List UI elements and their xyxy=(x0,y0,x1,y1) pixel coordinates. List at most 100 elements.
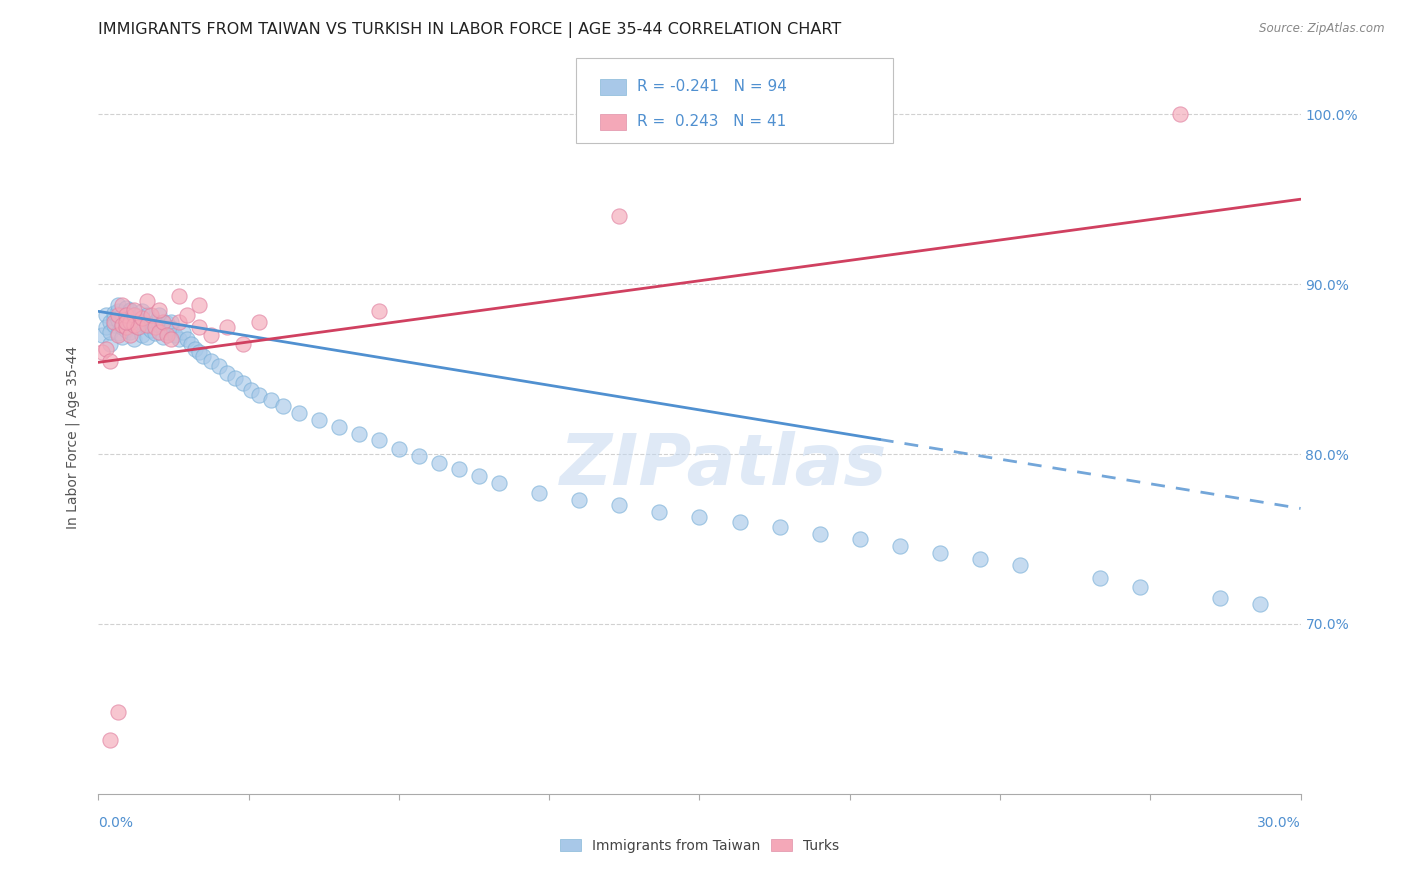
Point xyxy=(180,336,202,351)
Point xyxy=(139,323,162,337)
Text: R =  0.243   N = 41: R = 0.243 N = 41 xyxy=(637,114,786,129)
Point xyxy=(368,304,391,318)
Point xyxy=(808,527,831,541)
Point xyxy=(191,349,214,363)
Point xyxy=(143,319,166,334)
Point xyxy=(107,328,129,343)
Point xyxy=(124,308,146,322)
Point xyxy=(215,366,238,380)
Point xyxy=(111,318,134,332)
Point xyxy=(103,311,125,326)
Point xyxy=(159,314,181,328)
Point xyxy=(232,336,254,351)
Point xyxy=(107,308,129,322)
Point xyxy=(208,359,231,373)
Point xyxy=(568,492,591,507)
Point xyxy=(271,400,294,414)
Point xyxy=(100,314,122,328)
Point xyxy=(128,319,150,334)
Y-axis label: In Labor Force | Age 35-44: In Labor Force | Age 35-44 xyxy=(65,345,80,529)
Point xyxy=(159,332,181,346)
Point xyxy=(176,308,198,322)
Point xyxy=(447,462,470,476)
Point xyxy=(115,314,138,328)
Point xyxy=(308,413,330,427)
Point xyxy=(1129,580,1152,594)
Point xyxy=(172,325,194,339)
Point xyxy=(115,311,138,326)
Point xyxy=(135,330,157,344)
Point xyxy=(107,706,129,720)
Point xyxy=(224,370,246,384)
Point xyxy=(609,498,631,512)
Point xyxy=(96,308,118,322)
Point xyxy=(111,318,134,332)
Point xyxy=(115,308,138,322)
Point xyxy=(139,318,162,332)
Point xyxy=(111,330,134,344)
Point xyxy=(100,336,122,351)
Point xyxy=(124,316,146,330)
Point xyxy=(143,326,166,341)
Text: 0.0%: 0.0% xyxy=(98,816,134,830)
Point xyxy=(239,383,262,397)
Point xyxy=(103,306,125,320)
Point xyxy=(148,318,170,332)
Point xyxy=(167,289,190,303)
Point xyxy=(155,316,177,330)
Point xyxy=(120,325,142,339)
Point xyxy=(689,510,711,524)
Point xyxy=(135,294,157,309)
Point xyxy=(124,308,146,322)
Point xyxy=(929,546,952,560)
Point xyxy=(115,323,138,337)
Text: Source: ZipAtlas.com: Source: ZipAtlas.com xyxy=(1260,22,1385,36)
Point xyxy=(328,420,350,434)
Point xyxy=(215,319,238,334)
Point xyxy=(120,328,142,343)
Point xyxy=(107,304,129,318)
Point xyxy=(388,442,411,456)
Point xyxy=(115,319,138,334)
Point xyxy=(139,308,162,322)
Text: R = -0.241   N = 94: R = -0.241 N = 94 xyxy=(637,79,787,95)
Point xyxy=(187,345,209,359)
Point xyxy=(183,342,205,356)
Point xyxy=(427,456,450,470)
Point xyxy=(111,297,134,311)
Point xyxy=(107,326,129,341)
Point xyxy=(91,328,114,343)
Point xyxy=(152,314,174,328)
Point xyxy=(120,302,142,317)
Point xyxy=(1088,571,1111,585)
Point xyxy=(96,342,118,356)
Point xyxy=(247,314,270,328)
Point xyxy=(107,297,129,311)
Point xyxy=(769,520,792,534)
Point xyxy=(152,319,174,334)
Point xyxy=(1010,558,1032,572)
Point xyxy=(111,319,134,334)
Text: IMMIGRANTS FROM TAIWAN VS TURKISH IN LABOR FORCE | AGE 35-44 CORRELATION CHART: IMMIGRANTS FROM TAIWAN VS TURKISH IN LAB… xyxy=(98,22,842,38)
Point xyxy=(115,301,138,315)
Point xyxy=(155,328,177,343)
Point xyxy=(124,332,146,346)
Point xyxy=(969,552,991,566)
Point xyxy=(187,319,209,334)
Point xyxy=(148,302,170,317)
Point xyxy=(131,328,153,343)
Point xyxy=(176,332,198,346)
Point xyxy=(468,469,491,483)
Point xyxy=(889,539,911,553)
Point xyxy=(488,475,510,490)
Legend: Immigrants from Taiwan, Turks: Immigrants from Taiwan, Turks xyxy=(554,833,845,858)
Point xyxy=(609,209,631,223)
Point xyxy=(115,314,138,328)
Point xyxy=(247,387,270,401)
Point xyxy=(648,505,671,519)
Point xyxy=(200,328,222,343)
Point xyxy=(152,330,174,344)
Point xyxy=(135,318,157,332)
Point xyxy=(148,308,170,322)
Point xyxy=(120,304,142,318)
